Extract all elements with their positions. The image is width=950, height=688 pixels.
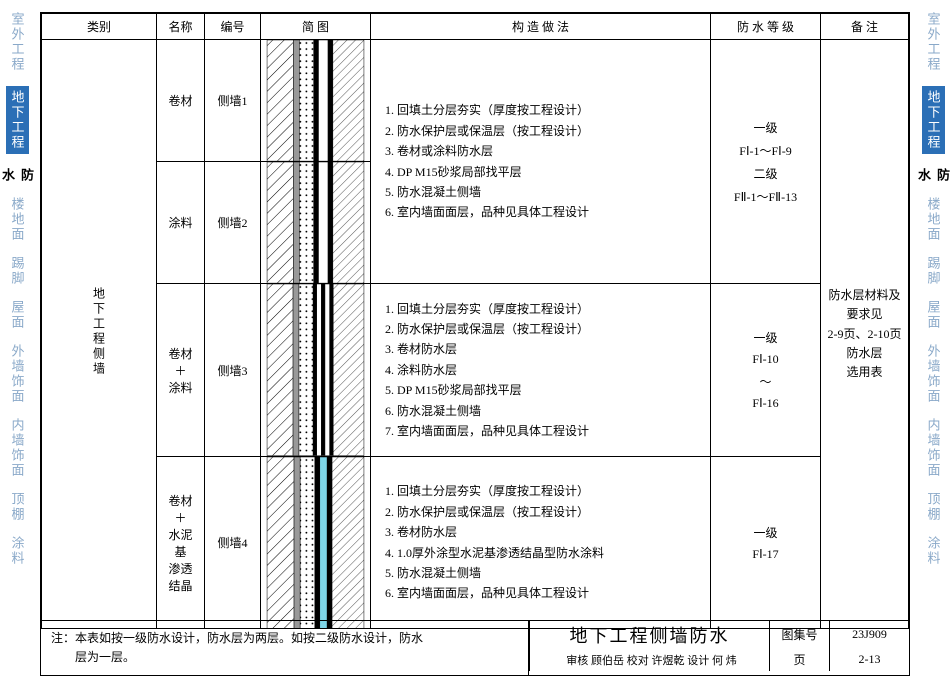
make-item: 室内墙面面层，品种见具体工程设计	[397, 202, 704, 222]
side-tab[interactable]: 室外工程	[924, 12, 943, 72]
side-tab[interactable]: 内墙饰面	[8, 418, 27, 478]
page-label: 页	[769, 649, 829, 671]
diagram-cell	[261, 284, 371, 457]
footer-note: 注：本表如按一级防水设计，防水层为两层。如按二级防水设计，防水 层为一层。	[41, 621, 529, 675]
grade-line: FⅠ-10	[717, 352, 814, 367]
make-item: 防水混凝土侧墙	[397, 563, 704, 583]
code-cell: 侧墙1	[205, 40, 261, 162]
code-cell: 侧墙2	[205, 162, 261, 284]
side-tab[interactable]: 踢脚	[8, 256, 27, 286]
category-cell: 地下工程侧墙	[42, 40, 157, 629]
grade-line: 一级	[717, 524, 814, 541]
side-tab-prefix: 防水	[0, 168, 36, 183]
code-cell: 侧墙4	[205, 456, 261, 629]
table-row: 卷材＋涂料侧墙3 回填土分层夯实（厚度按工程设计）防水保护层或保温层（按工程设计…	[42, 284, 909, 457]
make-item: 回填土分层夯实（厚度按工程设计）	[397, 299, 704, 319]
name-cell: 涂料	[157, 162, 205, 284]
grade-line: 一级	[717, 329, 814, 346]
construction-table: 类别 名称 编号 简 图 构 造 做 法 防 水 等 级 备 注 地下工程侧墙卷…	[41, 13, 909, 629]
make-item: 回填土分层夯实（厚度按工程设计）	[397, 481, 704, 501]
side-tab[interactable]: 顶棚	[924, 492, 943, 522]
drawing-title: 地下工程侧墙防水	[529, 621, 769, 649]
side-tab-active[interactable]: 地下工程	[6, 86, 29, 154]
make-item: 卷材防水层	[397, 339, 704, 359]
diagram-cell	[261, 162, 371, 284]
side-tab[interactable]: 屋面	[924, 300, 943, 330]
table-header-row: 类别 名称 编号 简 图 构 造 做 法 防 水 等 级 备 注	[42, 14, 909, 40]
grade-line: FⅠ-17	[717, 547, 814, 562]
table-row: 地下工程侧墙卷材侧墙1 回填土分层夯实（厚度按工程设计）防水保护层或保温层（按工…	[42, 40, 909, 162]
grade-line: 一级	[717, 119, 814, 136]
make-item: 卷材或涂料防水层	[397, 141, 704, 161]
side-tab[interactable]: 室外工程	[8, 12, 27, 72]
side-tab[interactable]: 外墙饰面	[924, 344, 943, 404]
side-tab[interactable]: 涂料	[924, 536, 943, 566]
title-block: 地下工程侧墙防水 图集号 23J909 审核 顾伯岳 校对 许煜乾 设计 何 炜…	[529, 621, 909, 675]
make-item: 室内墙面面层，品种见具体工程设计	[397, 583, 704, 603]
make-cell: 回填土分层夯实（厚度按工程设计）防水保护层或保温层（按工程设计）卷材防水层1.0…	[371, 456, 711, 629]
th-make: 构 造 做 法	[371, 14, 711, 40]
make-item: DP M15砂浆局部找平层	[397, 162, 704, 182]
side-tab[interactable]: 顶棚	[8, 492, 27, 522]
grade-line: ～	[717, 373, 814, 390]
name-cell: 卷材	[157, 40, 205, 162]
make-item: 卷材防水层	[397, 522, 704, 542]
th-note: 备 注	[821, 14, 909, 40]
make-item: 室内墙面面层，品种见具体工程设计	[397, 421, 704, 441]
make-item: 防水保护层或保温层（按工程设计）	[397, 121, 704, 141]
page-number: 2-13	[829, 649, 909, 671]
atlas-number: 23J909	[829, 621, 909, 649]
make-cell: 回填土分层夯实（厚度按工程设计）防水保护层或保温层（按工程设计）卷材防水层涂料防…	[371, 284, 711, 457]
code-cell: 侧墙3	[205, 284, 261, 457]
th-grade: 防 水 等 级	[711, 14, 821, 40]
th-code: 编号	[205, 14, 261, 40]
side-tab[interactable]: 踢脚	[924, 256, 943, 286]
make-item: 防水混凝土侧墙	[397, 401, 704, 421]
grade-cell: 一级 FⅠ-1～FⅠ-9 二级 FⅡ-1～FⅡ-13	[711, 40, 821, 284]
th-name: 名称	[157, 14, 205, 40]
make-item: DP M15砂浆局部找平层	[397, 380, 704, 400]
grade-cell: 一级 FⅠ-10 ～ FⅠ-16	[711, 284, 821, 457]
grade-line: FⅠ-16	[717, 396, 814, 411]
drawing-frame: 类别 名称 编号 简 图 构 造 做 法 防 水 等 级 备 注 地下工程侧墙卷…	[40, 12, 910, 676]
make-item: 防水保护层或保温层（按工程设计）	[397, 319, 704, 339]
footer: 注：本表如按一级防水设计，防水层为两层。如按二级防水设计，防水 层为一层。 地下…	[41, 620, 909, 675]
grade-cell: 一级 FⅠ-17	[711, 456, 821, 629]
diagram-cell	[261, 456, 371, 629]
side-tab[interactable]: 楼地面	[924, 197, 943, 242]
atlas-label: 图集号	[769, 621, 829, 649]
grade-line: 二级	[717, 165, 814, 182]
side-tab[interactable]: 涂料	[8, 536, 27, 566]
signoff-row: 审核 顾伯岳 校对 许煜乾 设计 何 炜	[529, 649, 769, 671]
side-tab-active[interactable]: 地下工程	[922, 86, 945, 154]
grade-line: FⅡ-1～FⅡ-13	[717, 188, 814, 205]
make-item: 回填土分层夯实（厚度按工程设计）	[397, 100, 704, 120]
side-tab[interactable]: 屋面	[8, 300, 27, 330]
note-cell: 防水层材料及要求见2-9页、2-10页防水层选用表	[821, 40, 909, 629]
name-cell: 卷材＋水泥基渗透结晶	[157, 456, 205, 629]
side-tab-prefix: 防水	[914, 168, 950, 183]
th-diagram: 简 图	[261, 14, 371, 40]
name-cell: 卷材＋涂料	[157, 284, 205, 457]
make-cell: 回填土分层夯实（厚度按工程设计）防水保护层或保温层（按工程设计）卷材或涂料防水层…	[371, 40, 711, 284]
make-item: 防水混凝土侧墙	[397, 182, 704, 202]
side-tab[interactable]: 内墙饰面	[924, 418, 943, 478]
side-tab[interactable]: 楼地面	[8, 197, 27, 242]
make-item: 1.0厚外涂型水泥基渗透结晶型防水涂料	[397, 543, 704, 563]
diagram-cell	[261, 40, 371, 162]
make-item: 防水保护层或保温层（按工程设计）	[397, 502, 704, 522]
left-side-tabs: 室外工程 地下工程 防水 楼地面 踢脚 屋面 外墙饰面 内墙饰面 顶棚 涂料	[0, 0, 34, 688]
side-tab[interactable]: 外墙饰面	[8, 344, 27, 404]
right-side-tabs: 室外工程 地下工程 防水 楼地面 踢脚 屋面 外墙饰面 内墙饰面 顶棚 涂料	[916, 0, 950, 688]
table-row: 卷材＋水泥基渗透结晶侧墙4 回填土分层夯实（厚度按工程设计）防水保护层或保温层（…	[42, 456, 909, 629]
th-category: 类别	[42, 14, 157, 40]
grade-line: FⅠ-1～FⅠ-9	[717, 142, 814, 159]
make-item: 涂料防水层	[397, 360, 704, 380]
